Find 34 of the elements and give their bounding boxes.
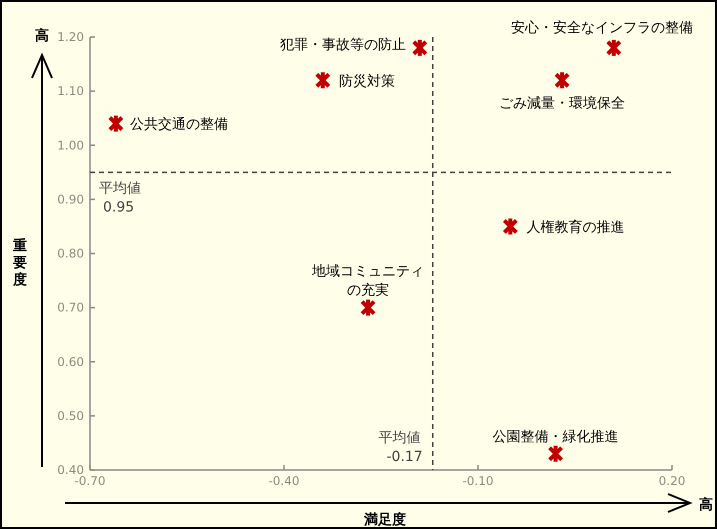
series-label: ごみ減量・環境保全 xyxy=(499,95,626,112)
series-label: 犯罪・事故等の防止 xyxy=(280,36,406,53)
ref-line-label: 平均値 -0.17 xyxy=(378,430,423,465)
point xyxy=(548,444,564,464)
series-label: 安心・安全なインフラの整備 xyxy=(510,20,693,36)
text: 高 xyxy=(699,496,713,513)
y-tick-label: 0.60 xyxy=(57,354,84,369)
x-tick-label: -0.70 xyxy=(74,474,106,488)
point xyxy=(314,70,331,90)
point xyxy=(412,38,428,58)
point xyxy=(554,70,570,90)
series-label: 公共交通の整備 xyxy=(130,116,228,133)
x-tick-label: -0.40 xyxy=(268,474,300,488)
series-label: 公園整備・緑化推進 xyxy=(492,428,619,445)
y-tick-label: 0.50 xyxy=(57,408,84,423)
y-tick-label: 0.40 xyxy=(57,463,84,477)
series-label: 地域コミュニティの充実 xyxy=(311,264,424,299)
point xyxy=(606,38,622,58)
text: 高 xyxy=(35,27,49,44)
x-tick-label: -0.10 xyxy=(462,474,494,488)
x-axis-title: 満足度 xyxy=(363,511,406,528)
y-tick-label: 1.20 xyxy=(57,30,84,44)
x-tick-label: 0.20 xyxy=(658,474,686,488)
y-tick-label: 1.00 xyxy=(57,138,84,152)
y-tick-label: 1.10 xyxy=(57,84,84,98)
y-tick-label: 0.80 xyxy=(57,246,84,260)
point xyxy=(360,298,376,318)
ref-line-label: 平均値 0.95 xyxy=(99,180,141,216)
y-axis-title: 重要度 xyxy=(12,238,27,288)
point xyxy=(108,114,124,134)
series-label: 防災対策 xyxy=(338,73,395,90)
y-tick-label: 0.90 xyxy=(57,192,84,206)
y-tick-label: 0.70 xyxy=(57,300,84,315)
series-label: 人権教育の推進 xyxy=(526,218,624,236)
